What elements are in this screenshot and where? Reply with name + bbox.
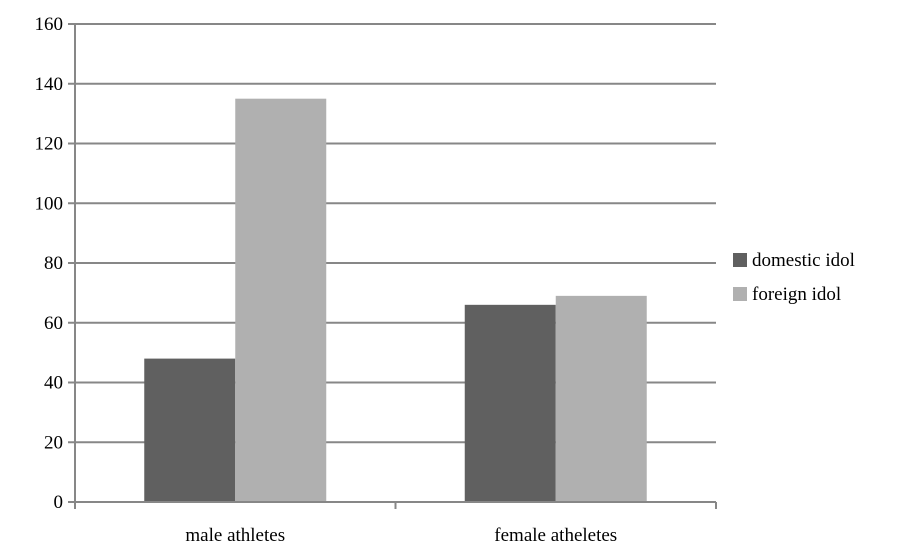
- legend: domestic idol foreign idol: [733, 250, 855, 305]
- y-tick-label: 0: [54, 492, 64, 513]
- bar-domestic-idol-male-athletes: [144, 358, 236, 502]
- y-tick-label: 60: [44, 313, 63, 334]
- y-tick-label: 120: [35, 134, 64, 155]
- y-tick-label: 140: [35, 74, 64, 95]
- axes: 0 20 40 60 80 100 120 140 160 male athletes female…: [35, 14, 717, 546]
- legend-label: domestic idol: [752, 250, 855, 271]
- bar-domestic-idol-female-atheletes: [464, 304, 556, 502]
- bar-foreign-idol-female-atheletes: [555, 295, 647, 502]
- y-tick-label: 80: [44, 253, 63, 274]
- x-category-label: male athletes: [185, 525, 285, 546]
- legend-swatch: [733, 253, 747, 267]
- bar-foreign-idol-male-athletes: [235, 98, 327, 502]
- x-category-label: female atheletes: [494, 525, 617, 546]
- y-tick-label: 160: [35, 14, 64, 35]
- legend-label: foreign idol: [752, 284, 841, 305]
- y-tick-label: 100: [35, 193, 64, 214]
- y-tick-label: 20: [44, 432, 63, 453]
- y-tick-label: 40: [44, 373, 63, 394]
- legend-swatch: [733, 287, 747, 301]
- bars: [144, 98, 647, 502]
